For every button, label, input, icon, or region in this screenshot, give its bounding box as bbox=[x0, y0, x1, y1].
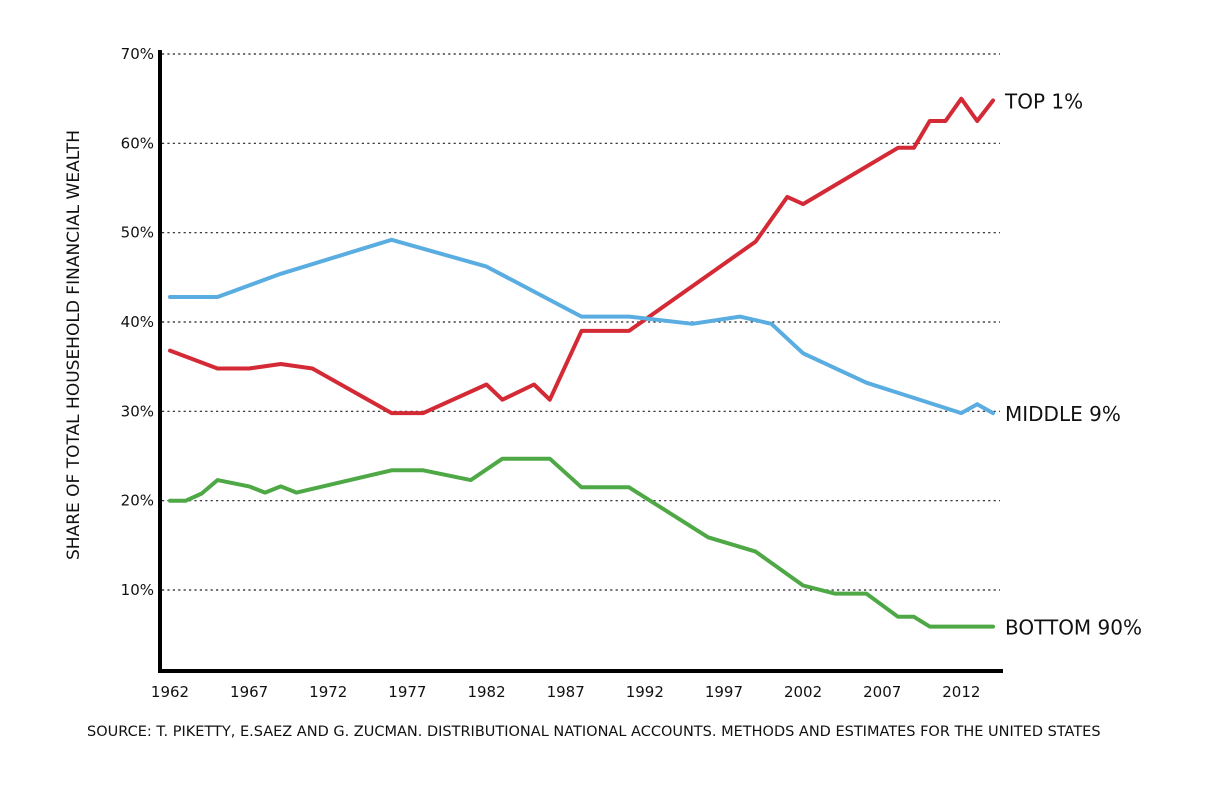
y-tick-label: 10% bbox=[121, 581, 154, 599]
y-axis-label: SHARE OF TOTAL HOUSEHOLD FINANCIAL WEALT… bbox=[64, 130, 84, 560]
series-labels: TOP 1% MIDDLE 9% BOTTOM 90% bbox=[1004, 89, 1142, 639]
x-tick-labels: 1962 1967 1972 1977 1982 1987 1992 1997 2002 2007… bbox=[151, 683, 981, 701]
x-tick-label: 2012 bbox=[942, 683, 980, 701]
y-tick-label: 20% bbox=[121, 492, 154, 510]
x-tick-label: 2007 bbox=[863, 683, 901, 701]
x-tick-label: 1997 bbox=[705, 683, 743, 701]
series-label: BOTTOM 90% bbox=[1005, 616, 1142, 640]
x-tick-label: 1972 bbox=[309, 683, 347, 701]
x-tick-label: 2002 bbox=[784, 683, 822, 701]
x-tick-label: 1982 bbox=[467, 683, 505, 701]
gridlines bbox=[162, 53, 1000, 591]
y-tick-label: 40% bbox=[121, 313, 154, 331]
y-tick-label: 50% bbox=[121, 224, 154, 242]
axes bbox=[158, 50, 1003, 673]
series-label: MIDDLE 9% bbox=[1005, 402, 1121, 426]
source-note: SOURCE: T. PIKETTY, E.SAEZ AND G. ZUCMAN… bbox=[87, 724, 1101, 740]
series-line-1 bbox=[168, 237, 995, 416]
series-lines bbox=[168, 96, 995, 629]
y-tick-label: 60% bbox=[121, 134, 154, 152]
x-tick-label: 1962 bbox=[151, 683, 189, 701]
x-tick-label: 1977 bbox=[388, 683, 426, 701]
y-tick-labels: 10% 20% 30% 40% 50% 60% 70% bbox=[121, 45, 154, 599]
y-tick-label: 30% bbox=[121, 402, 154, 420]
x-tick-label: 1992 bbox=[626, 683, 664, 701]
x-tick-label: 1987 bbox=[547, 683, 585, 701]
series-label: TOP 1% bbox=[1004, 89, 1083, 113]
series-line-0 bbox=[168, 96, 995, 416]
series-line-2 bbox=[168, 456, 995, 629]
x-tick-label: 1967 bbox=[230, 683, 268, 701]
y-tick-label: 70% bbox=[121, 45, 154, 63]
